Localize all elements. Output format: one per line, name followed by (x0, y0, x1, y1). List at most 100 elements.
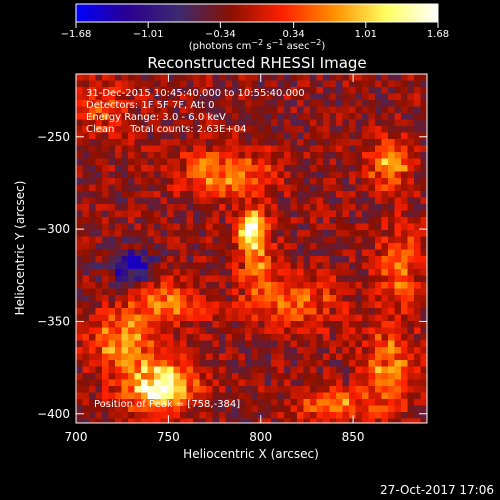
heatmap-cell (115, 366, 122, 373)
heatmap-cell (329, 113, 336, 120)
heatmap-cell (342, 418, 349, 423)
heatmap-cell (193, 158, 200, 165)
heatmap-cell (401, 119, 408, 126)
heatmap-cell (401, 80, 408, 87)
heatmap-cell (199, 353, 206, 360)
heatmap-cell (199, 288, 206, 295)
heatmap-cell (128, 282, 135, 289)
heatmap-cell (316, 191, 323, 198)
heatmap-cell (349, 399, 356, 406)
heatmap-cell (76, 386, 83, 393)
heatmap-cell (336, 230, 343, 237)
heatmap-cell (271, 405, 278, 412)
heatmap-cell (407, 275, 414, 282)
heatmap-cell (290, 399, 297, 406)
heatmap-cell (375, 106, 382, 113)
heatmap-cell (115, 191, 122, 198)
heatmap-cell (186, 334, 193, 341)
heatmap-cell (245, 197, 252, 204)
heatmap-cell (206, 353, 213, 360)
heatmap-cell (271, 314, 278, 321)
heatmap-cell (303, 347, 310, 354)
heatmap-cell (329, 373, 336, 380)
heatmap-cell (82, 262, 89, 269)
heatmap-cell (394, 132, 401, 139)
heatmap-cell (193, 93, 200, 100)
heatmap-cell (407, 210, 414, 217)
heatmap-cell (141, 249, 148, 256)
heatmap-cell (381, 158, 388, 165)
heatmap-cell (141, 113, 148, 120)
heatmap-cell (76, 360, 83, 367)
heatmap-cell (258, 165, 265, 172)
heatmap-cell (336, 106, 343, 113)
heatmap-cell (297, 132, 304, 139)
heatmap-cell (121, 243, 128, 250)
heatmap-cell (160, 373, 167, 380)
heatmap-cell (264, 197, 271, 204)
heatmap-cell (141, 412, 148, 419)
heatmap-cell (115, 119, 122, 126)
heatmap-cell (167, 314, 174, 321)
heatmap-cell (251, 334, 258, 341)
heatmap-cell (199, 165, 206, 172)
heatmap-cell (264, 275, 271, 282)
heatmap-cell (349, 340, 356, 347)
heatmap-cell (368, 301, 375, 308)
heatmap-cell (264, 106, 271, 113)
heatmap-cell (82, 249, 89, 256)
heatmap-cell (89, 379, 96, 386)
heatmap-cell (128, 165, 135, 172)
heatmap-cell (180, 191, 187, 198)
heatmap-cell (134, 100, 141, 107)
heatmap-cell (180, 249, 187, 256)
heatmap-cell (82, 288, 89, 295)
heatmap-cell (342, 295, 349, 302)
heatmap-cell (141, 379, 148, 386)
heatmap-cell (316, 243, 323, 250)
heatmap-cell (219, 80, 226, 87)
heatmap-cell (154, 126, 161, 133)
heatmap-cell (245, 106, 252, 113)
heatmap-cell (89, 353, 96, 360)
heatmap-cell (258, 113, 265, 120)
heatmap-cell (245, 275, 252, 282)
heatmap-cell (349, 230, 356, 237)
heatmap-cell (147, 327, 154, 334)
heatmap-cell (297, 113, 304, 120)
heatmap-cell (102, 184, 109, 191)
heatmap-cell (193, 204, 200, 211)
heatmap-cell (173, 327, 180, 334)
heatmap-cell (316, 152, 323, 159)
heatmap-cell (297, 321, 304, 328)
heatmap-cell (167, 379, 174, 386)
heatmap-cell (147, 236, 154, 243)
heatmap-cell (258, 152, 265, 159)
heatmap-cell (225, 158, 232, 165)
heatmap-cell (336, 347, 343, 354)
heatmap-cell (284, 210, 291, 217)
heatmap-cell (238, 418, 245, 423)
heatmap-cell (219, 379, 226, 386)
heatmap-cell (336, 126, 343, 133)
heatmap-cell (89, 405, 96, 412)
heatmap-cell (297, 184, 304, 191)
heatmap-cell (277, 373, 284, 380)
x-axis-title: Heliocentric X (arcsec) (183, 447, 319, 461)
heatmap-cell (420, 366, 427, 373)
heatmap-cell (82, 165, 89, 172)
heatmap-cell (271, 93, 278, 100)
heatmap-cell (297, 308, 304, 315)
heatmap-cell (154, 158, 161, 165)
heatmap-cell (160, 282, 167, 289)
heatmap-cell (329, 399, 336, 406)
heatmap-cell (173, 353, 180, 360)
heatmap-cell (316, 80, 323, 87)
heatmap-cell (394, 197, 401, 204)
heatmap-cell (355, 366, 362, 373)
heatmap-cell (303, 314, 310, 321)
heatmap-cell (225, 262, 232, 269)
heatmap-cell (388, 256, 395, 263)
heatmap-cell (134, 340, 141, 347)
heatmap-cell (349, 379, 356, 386)
